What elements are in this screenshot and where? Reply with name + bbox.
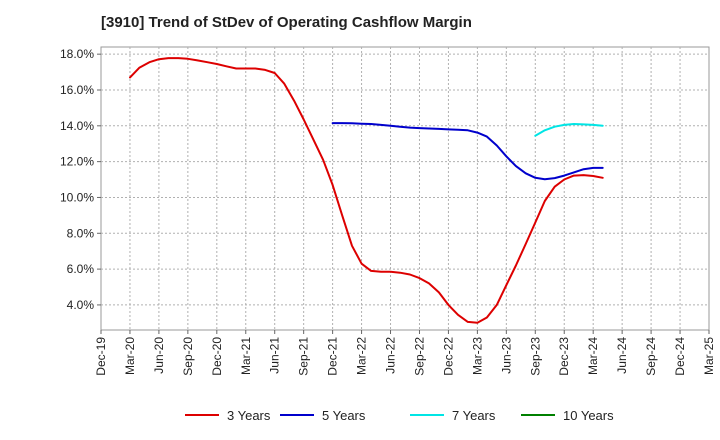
x-tick-label: Sep-23 — [528, 337, 542, 376]
x-tick-label: Mar-25 — [702, 337, 716, 375]
x-tick-label: Dec-21 — [326, 337, 340, 376]
legend-label: 10 Years — [563, 408, 614, 423]
x-tick-label: Dec-19 — [94, 337, 108, 376]
x-tick-label: Jun-20 — [152, 337, 166, 374]
y-tick-label: 12.0% — [60, 155, 94, 169]
x-tick-label: Mar-20 — [123, 337, 137, 375]
series-line-5-years — [331, 122, 604, 181]
x-tick-label: Jun-23 — [499, 337, 513, 374]
x-tick-label: Mar-23 — [470, 337, 484, 375]
x-tick-label: Dec-20 — [210, 337, 224, 376]
plot-area — [100, 46, 710, 331]
series-line-7-years — [534, 123, 604, 137]
legend-label: 3 Years — [227, 408, 271, 423]
x-tick-label: Sep-20 — [181, 337, 195, 376]
series-line-3-years — [129, 57, 604, 324]
y-tick-label: 6.0% — [67, 262, 95, 276]
y-tick-label: 18.0% — [60, 47, 94, 61]
legend-label: 5 Years — [322, 408, 366, 423]
x-tick-label: Jun-21 — [268, 337, 282, 374]
y-tick-label: 10.0% — [60, 190, 94, 204]
y-tick-label: 16.0% — [60, 83, 94, 97]
legend-label: 7 Years — [452, 408, 496, 423]
x-tick-label: Mar-22 — [355, 337, 369, 375]
x-tick-label: Jun-22 — [384, 337, 398, 374]
y-tick-label: 14.0% — [60, 119, 94, 133]
x-tick-label: Mar-21 — [239, 337, 253, 375]
chart-title: [3910] Trend of StDev of Operating Cashf… — [101, 14, 472, 31]
x-tick-label: Dec-24 — [673, 337, 687, 376]
x-tick-label: Dec-22 — [441, 337, 455, 376]
x-tick-label: Sep-24 — [644, 337, 658, 376]
x-tick-label: Sep-22 — [412, 337, 426, 376]
x-tick-label: Sep-21 — [297, 337, 311, 376]
y-tick-label: 4.0% — [67, 298, 95, 312]
x-tick-label: Jun-24 — [615, 337, 629, 374]
x-tick-label: Dec-23 — [557, 337, 571, 376]
y-tick-label: 8.0% — [67, 226, 95, 240]
x-tick-label: Mar-24 — [586, 337, 600, 375]
